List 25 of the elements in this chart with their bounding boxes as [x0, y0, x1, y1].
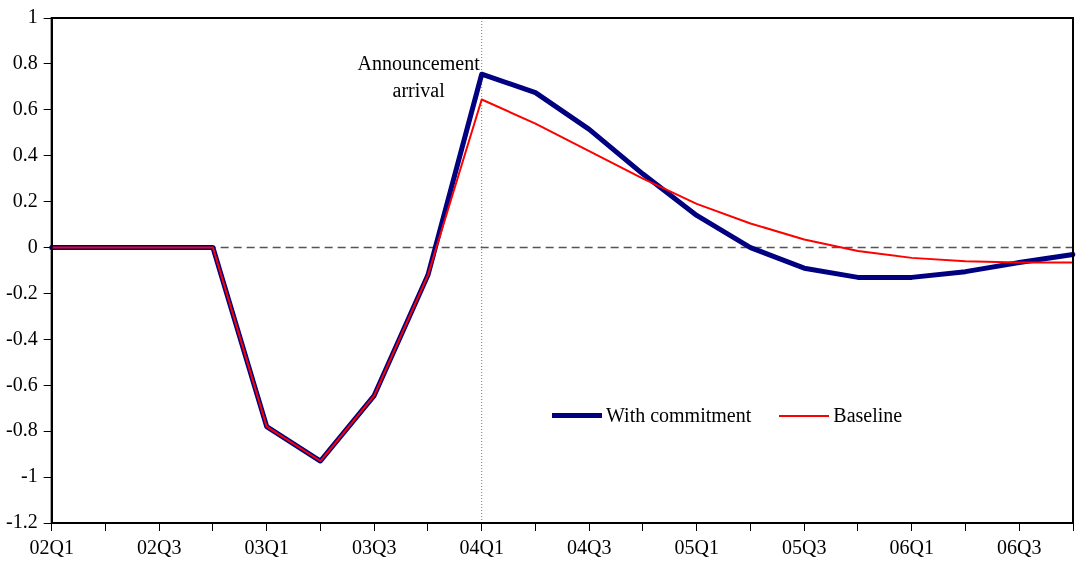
x-tick-label: 02Q3	[136, 536, 182, 559]
x-tick-label: 02Q1	[29, 536, 74, 559]
x-tick-label: 04Q1	[459, 536, 504, 559]
x-tick-label: 06Q1	[889, 536, 934, 559]
y-tick-label: -0.2	[5, 280, 38, 303]
x-tick-label: 03Q1	[244, 536, 289, 559]
x-tick-label: 03Q3	[351, 536, 397, 559]
y-tick-label: -0.6	[5, 372, 38, 395]
y-tick-label: -0.4	[5, 326, 38, 349]
x-tick-label: 04Q3	[566, 536, 612, 559]
legend-label: Baseline	[833, 404, 903, 427]
y-tick-label: -1	[20, 464, 38, 487]
legend-label: With commitment	[606, 404, 752, 427]
x-tick-label: 06Q3	[997, 536, 1042, 559]
x-tick-label: 05Q1	[674, 536, 719, 559]
y-tick-label: 0.2	[12, 188, 38, 211]
y-tick-label: 0.8	[12, 51, 38, 74]
x-tick-label: 05Q3	[782, 536, 827, 559]
y-tick-label: 0.6	[12, 97, 38, 120]
ref-line-label: Announcement arrival	[357, 52, 481, 102]
y-tick-label: 0	[27, 234, 38, 257]
y-tick-label: -1.2	[5, 510, 38, 533]
y-tick-label: 0.4	[12, 142, 38, 165]
y-tick-label: 1	[27, 5, 38, 28]
y-tick-label: -0.8	[5, 418, 38, 441]
